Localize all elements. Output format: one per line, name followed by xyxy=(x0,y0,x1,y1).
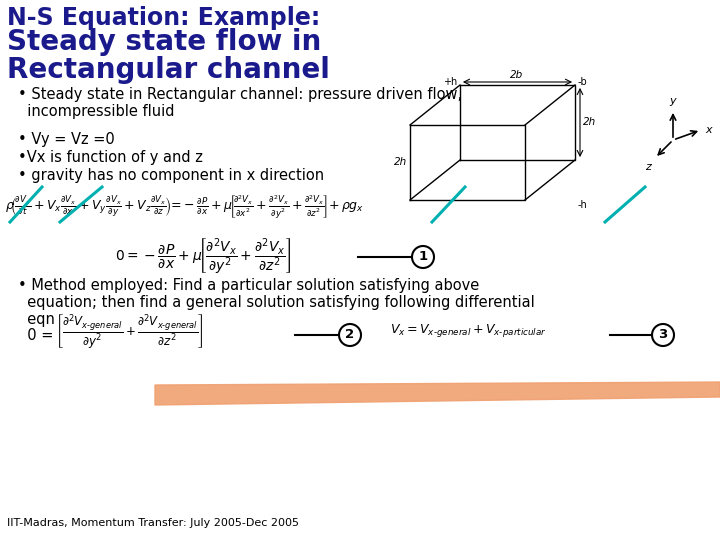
Text: incompressible fluid: incompressible fluid xyxy=(18,104,174,119)
Text: $\rho\!\left(\!\frac{\partial V_x}{\partial t}+V_x\frac{\partial V_x}{\partial x: $\rho\!\left(\!\frac{\partial V_x}{\part… xyxy=(5,193,364,220)
Text: +h: +h xyxy=(443,77,457,87)
Text: IIT-Madras, Momentum Transfer: July 2005-Dec 2005: IIT-Madras, Momentum Transfer: July 2005… xyxy=(7,518,299,528)
Text: • gravity has no component in x direction: • gravity has no component in x directio… xyxy=(18,168,324,183)
Text: 3: 3 xyxy=(658,328,667,341)
Text: $V_x = V_{x\text{-}general}+V_{x\text{-}particular}$: $V_x = V_{x\text{-}general}+V_{x\text{-}… xyxy=(390,322,546,339)
Text: 2h: 2h xyxy=(394,157,407,167)
Text: 2b: 2b xyxy=(510,70,523,80)
Text: 0 =: 0 = xyxy=(18,328,53,343)
Text: 2h: 2h xyxy=(583,117,596,127)
Text: •Vx is function of y and z: •Vx is function of y and z xyxy=(18,150,203,165)
Text: x: x xyxy=(705,125,711,135)
Text: Steady state flow in: Steady state flow in xyxy=(7,28,321,56)
Text: Rectangular channel: Rectangular channel xyxy=(7,56,330,84)
Text: -b: -b xyxy=(578,77,588,87)
Text: • Vy = Vz =0: • Vy = Vz =0 xyxy=(18,132,114,147)
Text: -h: -h xyxy=(578,200,588,210)
Text: N-S Equation: Example:: N-S Equation: Example: xyxy=(7,6,320,30)
Text: z: z xyxy=(645,162,651,172)
Text: equation; then find a general solution satisfying following differential: equation; then find a general solution s… xyxy=(18,295,535,310)
Text: y: y xyxy=(670,96,676,106)
Text: $\left[\dfrac{\partial^2 V_{x\text{-}general}}{\partial y^2}+\dfrac{\partial^2 V: $\left[\dfrac{\partial^2 V_{x\text{-}gen… xyxy=(55,312,204,350)
Text: 1: 1 xyxy=(418,251,428,264)
Text: eqn: eqn xyxy=(18,312,55,327)
Text: $0 = -\dfrac{\partial P}{\partial x}+\mu\!\left[\dfrac{\partial^2 V_x}{\partial : $0 = -\dfrac{\partial P}{\partial x}+\mu… xyxy=(115,236,292,277)
Polygon shape xyxy=(155,382,720,405)
Text: • Method employed: Find a particular solution satisfying above: • Method employed: Find a particular sol… xyxy=(18,278,480,293)
Text: 2: 2 xyxy=(346,328,354,341)
Text: • Steady state in Rectangular channel: pressure driven flow,: • Steady state in Rectangular channel: p… xyxy=(18,87,462,102)
